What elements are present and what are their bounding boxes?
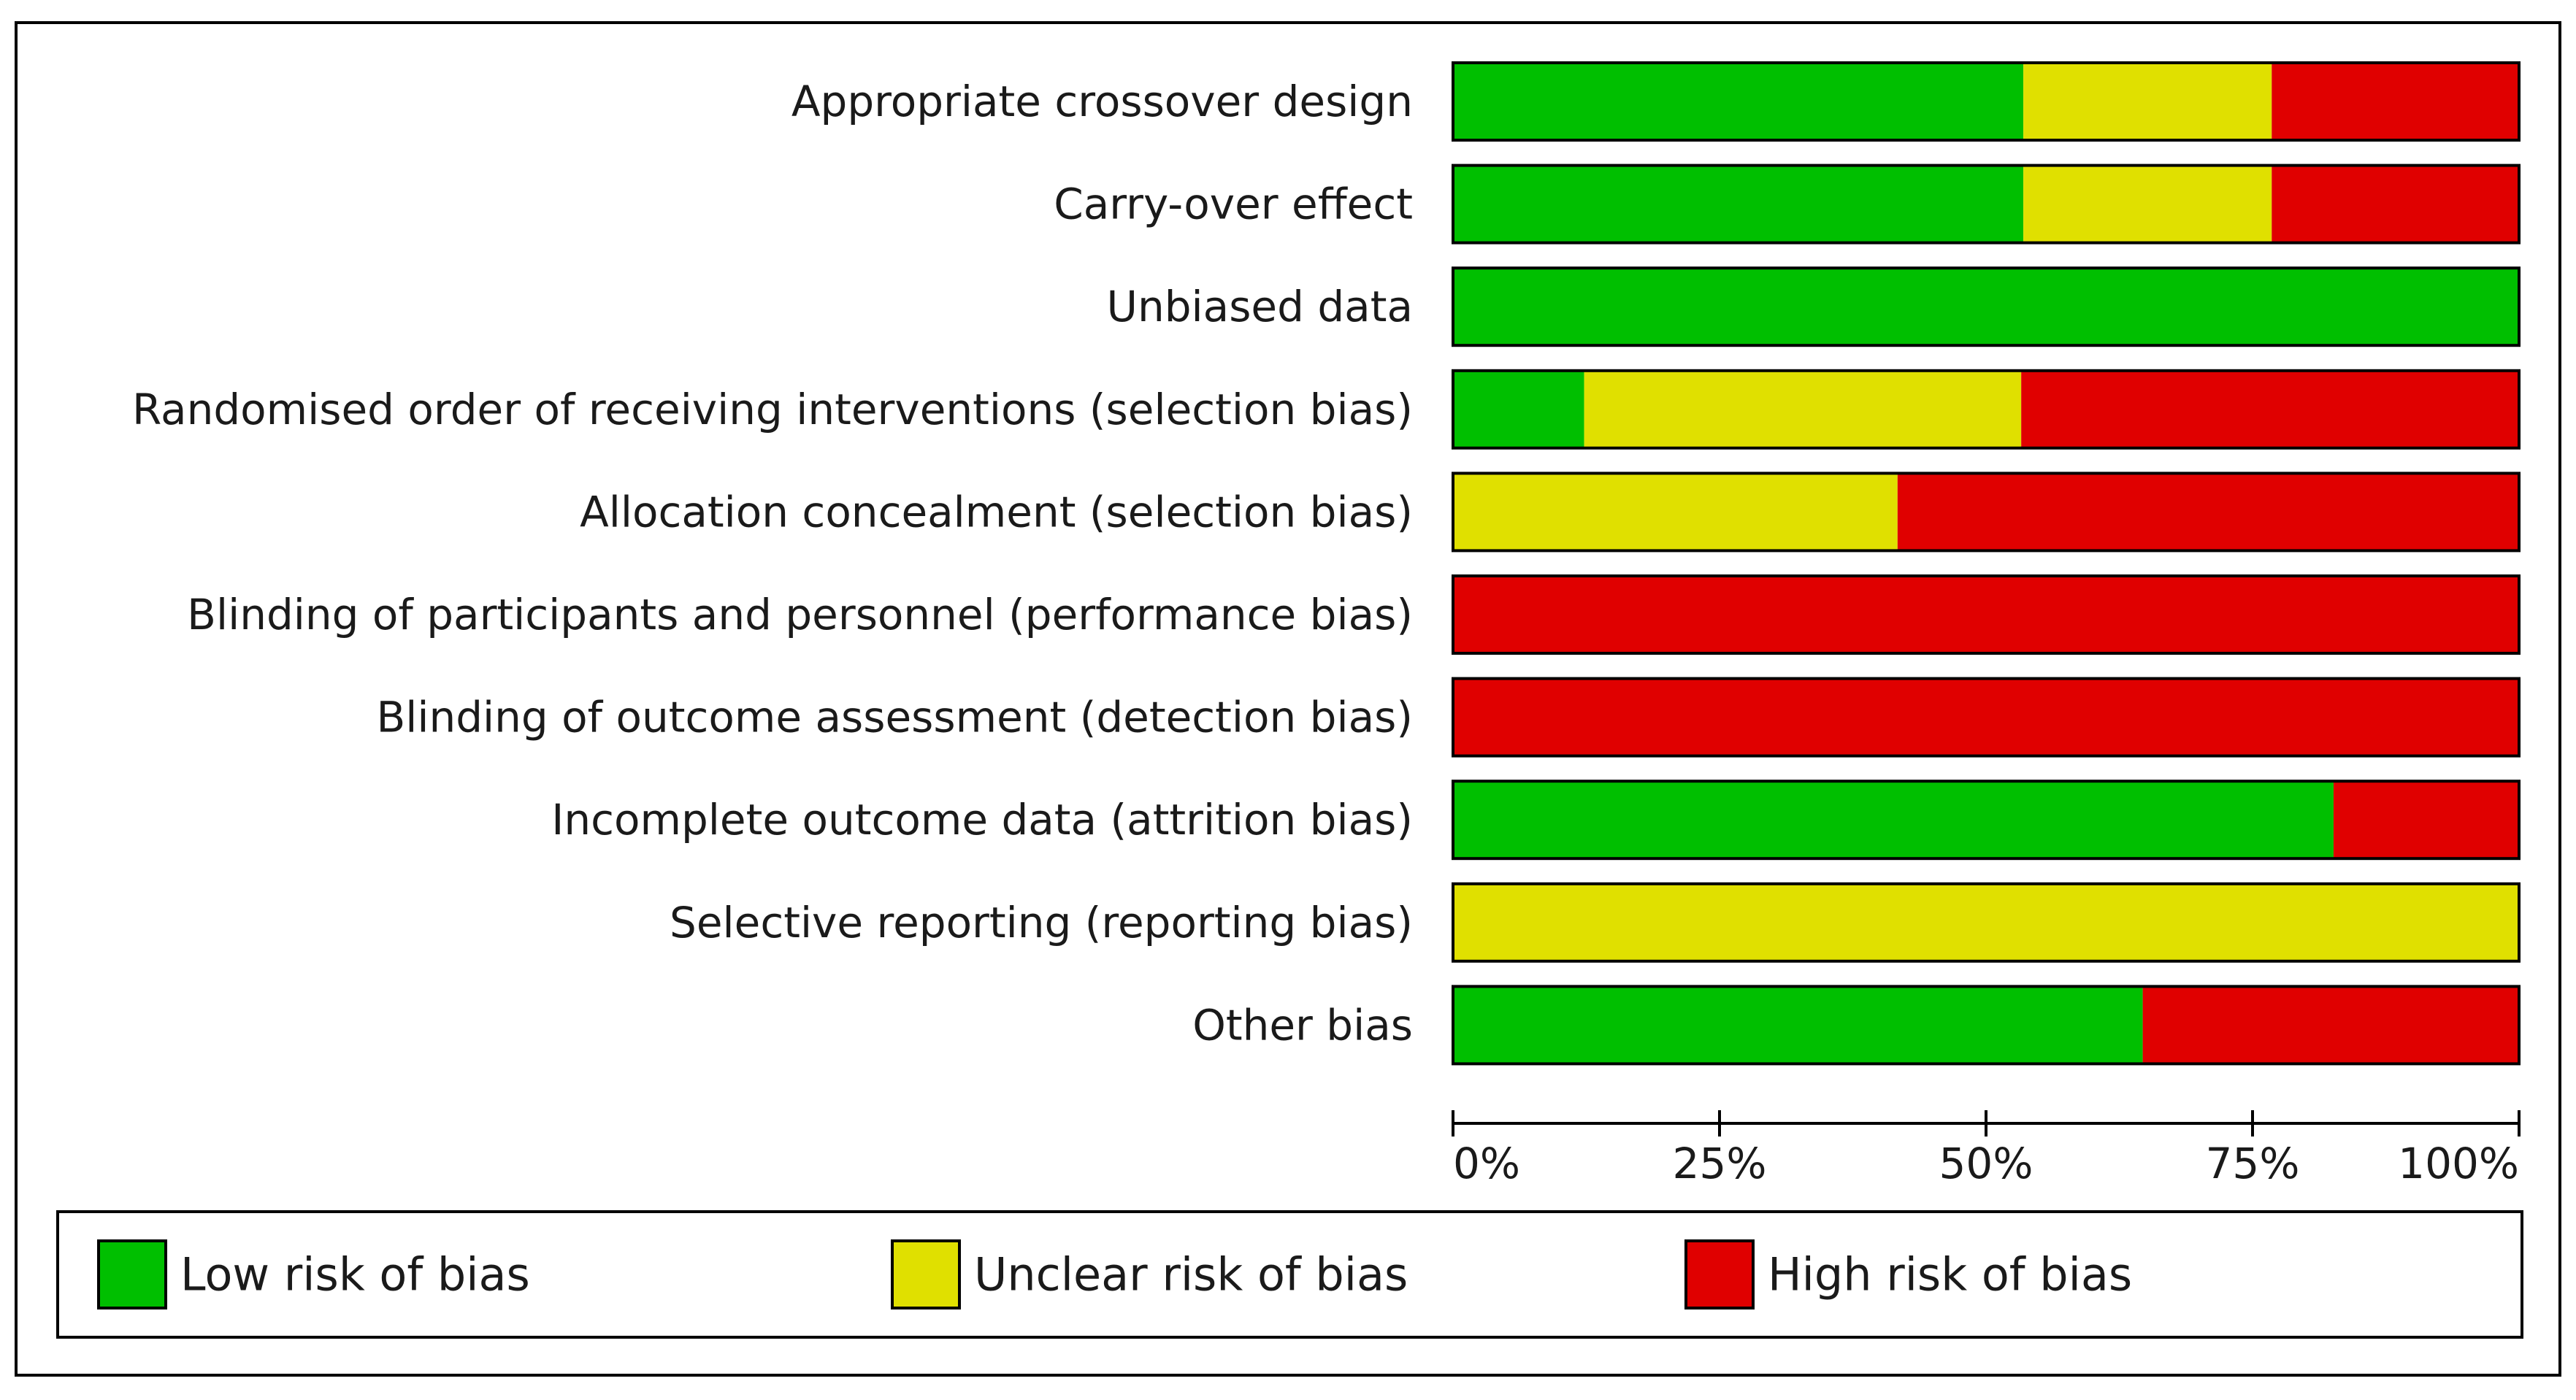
bar-segment (1453, 370, 1584, 448)
bar-segment (1453, 781, 2334, 859)
bar-outline (1452, 472, 2521, 553)
category-label: Allocation concealment (selection bias) (580, 487, 1413, 536)
bar-outline (1452, 882, 2521, 963)
x-tick-label: 75% (2206, 1139, 2300, 1188)
legend-box (56, 1210, 2523, 1339)
bar-segment (1453, 678, 2519, 756)
category-label: Selective reporting (reporting bias) (670, 898, 1413, 947)
bar-outline (1452, 266, 2521, 347)
bar-outline (1452, 61, 2521, 142)
bar-segment (1453, 473, 1898, 551)
bar-segment (1584, 370, 2022, 448)
bar-outline (1452, 677, 2521, 758)
x-tick-label: 100% (2398, 1139, 2519, 1188)
bar-outline (1452, 985, 2521, 1066)
bar-outline (1452, 164, 2521, 245)
legend-label: High risk of bias (1768, 1248, 2132, 1301)
bar-segment (2142, 986, 2519, 1064)
legend: Low risk of bias Unclear risk of bias High… (97, 1239, 2132, 1309)
x-tick-label: 50% (1939, 1139, 2033, 1188)
bar-segment (1453, 883, 2519, 961)
category-label: Blinding of participants and personnel (… (187, 590, 1413, 639)
legend-label: Unclear risk of bias (974, 1248, 1408, 1301)
x-tick-label: 25% (1673, 1139, 1767, 1188)
legend-swatch (97, 1239, 167, 1309)
bar-segment (2272, 63, 2519, 140)
bar-segment (1453, 986, 2143, 1064)
bar-segment (2333, 781, 2519, 859)
x-axis: 0% 25% 50% 75% 100% (1452, 1110, 2521, 1188)
bar-segment (1453, 576, 2519, 653)
category-label: Appropriate crossover design (791, 77, 1413, 126)
bar-segment (1453, 63, 2024, 140)
bar-segment (1897, 473, 2519, 551)
legend-label: Low risk of bias (180, 1248, 530, 1301)
category-label: Carry-over effect (1054, 180, 1413, 229)
bar-segment (2023, 63, 2272, 140)
bar-segment (1453, 268, 2519, 346)
category-label: Other bias (1192, 1000, 1413, 1050)
bar-segment (1453, 165, 2024, 243)
category-label: Unbiased data (1107, 282, 1413, 331)
x-tick-label: 0% (1453, 1139, 1520, 1188)
bar-outline (1452, 780, 2521, 861)
bar-outline (1452, 369, 2521, 450)
category-label: Randomised order of receiving interventi… (132, 385, 1413, 434)
bar-segment (2272, 165, 2519, 243)
bar-outline (1452, 574, 2521, 655)
category-labels: Appropriate crossover design Carry-over e… (132, 77, 1413, 1050)
category-label: Blinding of outcome assessment (detectio… (376, 693, 1413, 742)
bar-segment (2021, 370, 2519, 448)
legend-swatch (1684, 1239, 1755, 1309)
legend-swatch (891, 1239, 961, 1309)
category-label: Incomplete outcome data (attrition bias) (551, 795, 1413, 845)
bar-segment (2023, 165, 2272, 243)
bars-layer (1452, 61, 2521, 1066)
